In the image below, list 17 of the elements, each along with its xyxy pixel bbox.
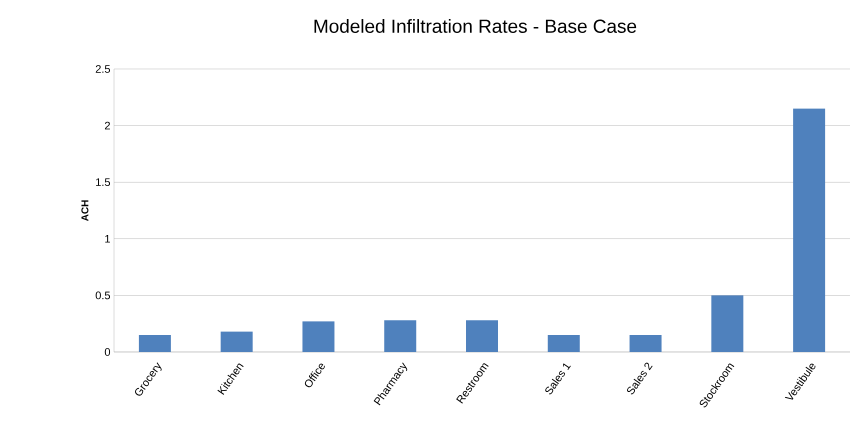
bar (302, 321, 334, 352)
bar (548, 335, 580, 352)
chart-title: Modeled Infiltration Rates - Base Case (314, 19, 636, 33)
bar (793, 108, 826, 352)
y-tick-label: 0 (104, 348, 110, 356)
y-axis-title: ACH (81, 200, 88, 222)
bar (711, 295, 744, 352)
y-tick-label: 1.5 (96, 178, 110, 186)
bar (466, 320, 498, 352)
y-tick-label: 2.5 (96, 65, 110, 73)
bar (138, 335, 171, 352)
bar (630, 335, 662, 352)
y-tick-label: 1 (105, 235, 110, 243)
bar (220, 332, 253, 352)
y-tick-label: 0.5 (96, 292, 110, 300)
y-tick-label: 2 (104, 122, 110, 130)
bar (384, 320, 416, 352)
